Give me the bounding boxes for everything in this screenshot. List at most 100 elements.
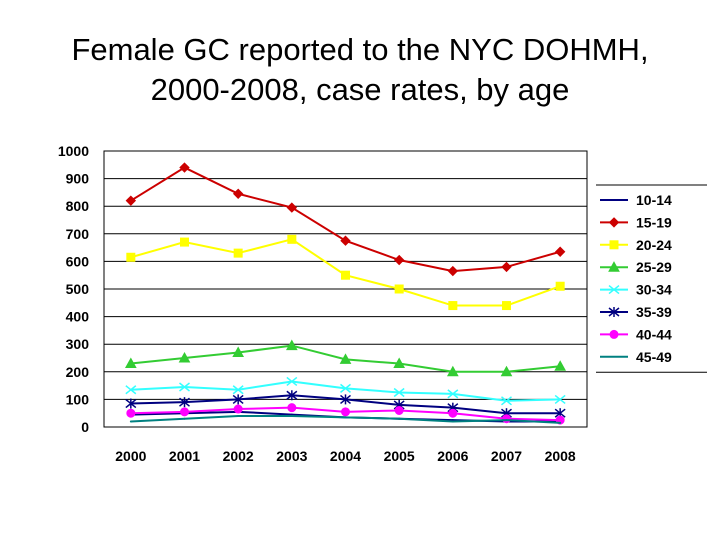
data-point-30-34 [447,389,459,399]
x-tick-label: 2007 [491,448,522,464]
data-point-35-39 [179,397,190,408]
data-point-35-39 [125,398,137,409]
y-tick-label: 1000 [58,143,89,159]
data-point-20-24 [126,252,136,262]
legend-entry-45-49: 45-49 [600,349,672,365]
data-point-25-29 [285,339,298,351]
y-tick-label: 100 [66,391,90,407]
legend-marker [609,329,619,339]
y-tick-label: 300 [66,336,90,352]
x-tick-label: 2003 [276,448,307,464]
data-point-15-19 [286,202,298,213]
data-point-45-49 [398,417,401,420]
data-point-45-49 [451,420,454,423]
data-point-15-19 [340,235,351,246]
data-point-40-44 [126,408,136,418]
y-tick-label: 200 [66,364,90,380]
data-point-30-34 [125,385,137,395]
x-tick-label: 2008 [545,448,576,464]
legend-label: 40-44 [636,326,672,342]
gridlines [104,178,587,400]
data-point-40-44 [502,414,511,424]
series-45-49 [129,414,562,424]
data-point-25-29 [232,346,245,357]
y-tick-label: 0 [81,419,89,435]
data-point-45-49 [183,417,186,420]
legend-entry-25-29: 25-29 [600,259,672,275]
y-axis-ticks: 0 100 200 300 400 500 600 700 800 900 1000 [58,143,89,435]
y-tick-label: 800 [66,198,90,214]
data-point-30-34 [340,383,351,393]
data-point-20-24 [448,301,458,311]
y-tick-label: 400 [66,309,90,325]
legend-label: 25-29 [636,259,672,275]
legend-entry-10-14: 10-14 [600,192,672,208]
data-point-25-29 [446,365,459,377]
legend-entry-20-24: 20-24 [600,237,672,253]
data-point-25-29 [500,365,513,377]
data-point-30-34 [501,396,512,406]
x-tick-label: 2002 [223,448,254,464]
data-point-15-19 [447,265,459,277]
data-point-30-34 [393,387,405,398]
data-point-40-44 [448,408,458,418]
legend-label: 35-39 [636,304,672,320]
data-point-45-49 [290,414,293,417]
data-point-20-24 [394,284,404,294]
data-point-45-49 [129,420,132,423]
y-tick-label: 900 [66,171,90,187]
data-point-20-24 [341,270,350,280]
data-point-35-39 [340,394,351,405]
legend-label: 15-19 [636,214,672,230]
legend-label: 45-49 [636,349,672,365]
data-point-20-24 [287,234,297,244]
data-point-20-24 [233,248,243,258]
x-axis-ticks: 2000 2001 2002 2003 2004 2005 2006 2007 2008 [115,448,576,464]
plot-area-border [103,150,588,428]
series-20-24 [126,234,565,311]
data-point-45-49 [505,419,508,422]
slide-title: Female GC reported to the NYC DOHMH, 200… [0,30,720,110]
data-point-25-29 [393,357,406,369]
legend-entry-15-19: 15-19 [600,214,672,230]
x-tick-label: 2006 [437,448,468,464]
data-point-45-49 [237,414,240,417]
data-point-25-29 [124,357,137,369]
data-point-20-24 [555,281,565,291]
data-point-30-34 [232,385,244,395]
data-point-30-34 [554,394,566,404]
series-25-29 [124,339,567,377]
data-point-20-24 [502,301,511,311]
x-tick-label: 2000 [115,448,146,464]
series-35-39 [125,390,566,419]
x-tick-label: 2001 [169,448,200,464]
series-30-34 [125,376,566,406]
plot-frame [103,150,588,428]
data-point-15-19 [501,261,512,273]
y-tick-label: 500 [66,281,90,297]
data-point-30-34 [179,382,190,392]
data-point-15-19 [554,246,566,257]
data-point-45-49 [344,416,347,419]
data-point-15-19 [393,254,405,266]
data-point-25-29 [339,353,352,364]
slide-title-line-1: Female GC reported to the NYC DOHMH, [71,32,649,67]
data-point-40-44 [341,407,350,417]
data-point-25-29 [178,351,191,363]
series-lines [124,162,567,425]
legend-entry-30-34: 30-34 [600,282,672,298]
legend-marker [608,285,620,295]
data-point-35-39 [232,394,244,405]
data-point-25-29 [554,360,567,371]
legend-marker [608,261,620,272]
data-point-40-44 [287,403,297,413]
data-point-15-19 [232,188,244,199]
data-point-40-44 [180,407,189,417]
y-tick-label: 600 [66,253,90,269]
slide-title-line-2: 2000-2008, case rates, by age [150,72,570,107]
legend-label: 20-24 [636,237,672,253]
legend-marker [608,217,620,228]
legend-entry-40-44: 40-44 [600,326,672,342]
data-point-15-19 [125,195,137,206]
